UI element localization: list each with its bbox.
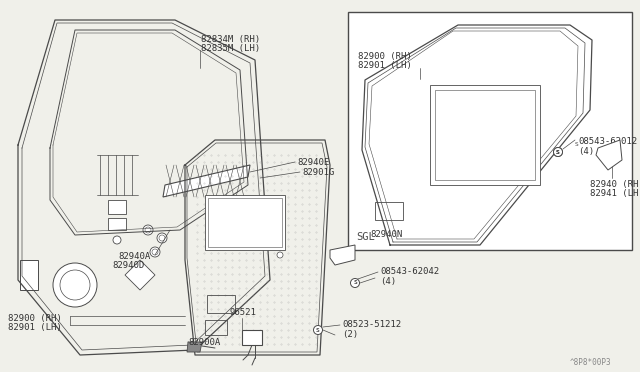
Text: SGL: SGL (356, 232, 375, 242)
Bar (205, 195, 285, 250)
Bar (375, 202, 403, 220)
Text: 82940D: 82940D (112, 261, 144, 270)
Polygon shape (330, 245, 355, 265)
Circle shape (145, 227, 151, 233)
Text: 82834M (RH): 82834M (RH) (201, 35, 260, 44)
Bar (108, 218, 126, 230)
Polygon shape (596, 140, 622, 170)
Text: 82941 (LH): 82941 (LH) (590, 189, 640, 198)
Bar (205, 320, 227, 335)
Text: 82900A: 82900A (188, 338, 220, 347)
Circle shape (554, 148, 563, 157)
Text: 82940N: 82940N (370, 230, 403, 239)
Circle shape (152, 249, 158, 255)
Circle shape (143, 225, 153, 235)
Circle shape (150, 247, 160, 257)
Text: S: S (353, 280, 357, 285)
Text: 08523-51212
(2): 08523-51212 (2) (342, 320, 401, 339)
Text: 82900 (RH): 82900 (RH) (358, 52, 412, 61)
Bar (20, 260, 38, 290)
Text: S: S (574, 142, 578, 148)
Text: 96521: 96521 (230, 308, 257, 317)
Polygon shape (187, 342, 202, 352)
Text: 82835M (LH): 82835M (LH) (201, 44, 260, 53)
Text: ^8P8*00P3: ^8P8*00P3 (570, 358, 612, 367)
Circle shape (113, 236, 121, 244)
Text: 08543-62012
(4): 08543-62012 (4) (578, 137, 637, 156)
Polygon shape (163, 165, 250, 197)
Circle shape (277, 252, 283, 258)
Polygon shape (242, 330, 262, 345)
Circle shape (60, 270, 90, 300)
Bar (430, 85, 540, 185)
Text: S: S (316, 327, 320, 333)
Text: 08543-62042
(4): 08543-62042 (4) (380, 267, 439, 286)
Bar (435, 90, 535, 180)
Circle shape (53, 263, 97, 307)
Text: 82940E: 82940E (297, 158, 329, 167)
Circle shape (159, 235, 165, 241)
Circle shape (157, 233, 167, 243)
Bar (108, 200, 126, 214)
Text: 82901G: 82901G (302, 168, 334, 177)
Circle shape (314, 326, 323, 334)
Text: S: S (556, 150, 560, 154)
Text: 82940A: 82940A (118, 252, 150, 261)
Text: 82901 (LH): 82901 (LH) (358, 61, 412, 70)
Text: 82900 (RH): 82900 (RH) (8, 314, 61, 323)
Text: 82940 (RH): 82940 (RH) (590, 180, 640, 189)
Text: 82901 (LH): 82901 (LH) (8, 323, 61, 332)
Text: S: S (556, 150, 560, 154)
Bar (348, 12, 632, 250)
Circle shape (351, 279, 360, 288)
Bar (207, 295, 235, 313)
Bar (208, 198, 282, 247)
Polygon shape (125, 260, 155, 290)
Circle shape (554, 148, 563, 157)
